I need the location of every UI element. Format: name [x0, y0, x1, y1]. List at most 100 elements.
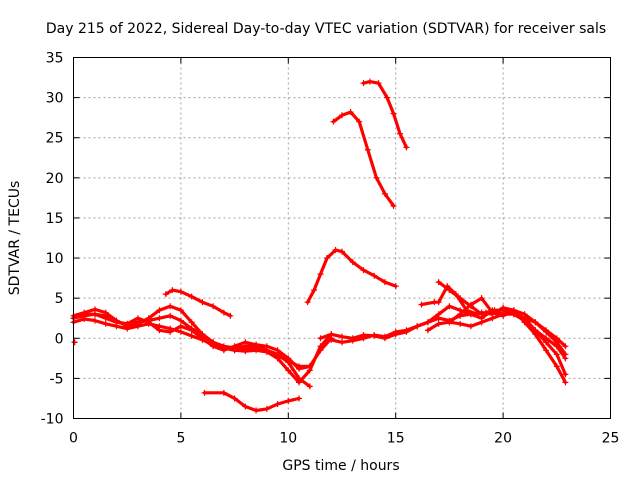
data-point	[220, 347, 227, 354]
data-point	[328, 336, 335, 343]
data-point	[381, 279, 388, 286]
data-point	[304, 299, 311, 306]
data-point	[562, 379, 569, 386]
data-point	[418, 301, 425, 308]
series-line	[426, 312, 568, 360]
data-point	[435, 320, 442, 327]
data-point	[360, 80, 367, 87]
data-point	[188, 327, 195, 334]
data-point	[381, 190, 388, 197]
data-point	[231, 395, 238, 402]
data-point	[113, 319, 120, 326]
data-point	[457, 311, 464, 318]
data-point	[242, 339, 249, 346]
data-point	[543, 347, 550, 354]
data-point	[347, 109, 354, 116]
series-arc-7	[304, 247, 399, 306]
data-point	[91, 317, 98, 324]
y-tick-label: 35	[46, 51, 64, 67]
y-tick-label: 15	[46, 211, 64, 227]
data-point	[177, 317, 184, 324]
data-point	[339, 339, 345, 346]
data-point	[306, 383, 313, 390]
data-point	[71, 339, 78, 346]
data-point	[478, 311, 485, 318]
data-point	[311, 287, 318, 294]
series-arc-4	[70, 311, 313, 370]
data-point	[349, 337, 356, 344]
data-point	[323, 255, 330, 262]
data-point	[403, 327, 410, 334]
data-point	[457, 320, 464, 327]
series-arc-8	[330, 109, 397, 209]
data-point	[446, 319, 453, 326]
data-point	[360, 267, 367, 274]
data-point	[296, 395, 303, 402]
data-point	[177, 323, 184, 330]
data-point	[339, 333, 345, 340]
data-point	[162, 291, 169, 298]
series-line	[164, 288, 232, 318]
data-point	[500, 312, 507, 319]
data-point	[199, 335, 206, 342]
plot-frame	[73, 57, 611, 419]
series-arc-6	[201, 389, 303, 414]
data-point	[156, 307, 163, 314]
data-point	[446, 287, 453, 294]
data-point	[177, 307, 184, 314]
data-point	[332, 247, 339, 254]
y-tick-label: -10	[41, 412, 64, 428]
data-point	[169, 287, 176, 294]
data-point	[220, 389, 227, 396]
axis-ticks: 0 5 10 15 20 25 -10 -5 0 5 10 15 20 25 30 35	[41, 51, 620, 447]
data-point	[274, 401, 281, 408]
data-point	[274, 352, 281, 359]
series-layer	[70, 78, 569, 414]
data-point	[210, 303, 217, 310]
grid	[73, 57, 611, 419]
data-point	[360, 335, 367, 342]
data-point	[227, 312, 234, 319]
data-point	[263, 347, 270, 354]
data-point	[521, 317, 528, 324]
data-point	[210, 343, 217, 350]
data-point	[424, 327, 431, 334]
data-point	[134, 315, 141, 322]
series-arc-11	[328, 303, 569, 386]
data-point	[371, 332, 378, 339]
data-point	[102, 320, 109, 327]
data-point	[553, 363, 560, 370]
data-point	[392, 283, 399, 290]
data-point	[349, 259, 356, 266]
chart-title: Day 215 of 2022, Sidereal Day-to-day VTE…	[46, 21, 606, 37]
data-point	[91, 311, 98, 318]
data-point	[253, 347, 260, 354]
data-point	[285, 367, 292, 374]
data-point	[553, 339, 560, 346]
data-point	[396, 130, 403, 137]
data-point	[102, 312, 109, 319]
data-point	[543, 328, 550, 335]
x-tick-label: 10	[279, 431, 297, 447]
data-point	[328, 331, 335, 338]
data-point	[263, 405, 270, 412]
data-point	[457, 295, 464, 302]
data-point	[381, 333, 388, 340]
data-point	[375, 80, 382, 87]
data-point	[177, 328, 184, 335]
y-axis-label: SDTVAR / TECUs	[7, 181, 23, 296]
data-point	[478, 295, 485, 302]
x-tick-label: 20	[494, 431, 512, 447]
data-point	[390, 202, 397, 209]
data-point	[489, 315, 496, 322]
data-point	[467, 303, 474, 310]
data-point	[403, 144, 410, 151]
data-point	[156, 315, 163, 322]
series-arc-15	[435, 279, 485, 318]
x-tick-label: 5	[176, 431, 185, 447]
data-point	[510, 307, 517, 314]
data-point	[384, 94, 391, 101]
data-point	[201, 389, 208, 396]
data-point	[220, 309, 227, 316]
